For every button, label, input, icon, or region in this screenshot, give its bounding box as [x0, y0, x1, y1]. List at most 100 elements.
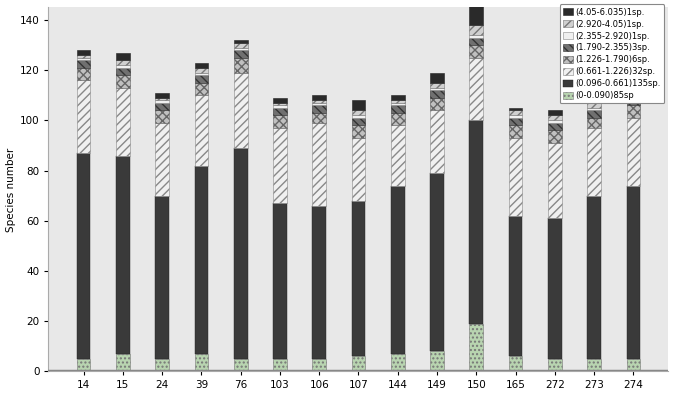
- Bar: [116, 60, 129, 65]
- Bar: [155, 98, 169, 100]
- Bar: [391, 186, 404, 354]
- Bar: [77, 80, 90, 153]
- Bar: [509, 118, 522, 126]
- Bar: [234, 58, 247, 73]
- Bar: [234, 73, 247, 148]
- Bar: [430, 351, 444, 371]
- Bar: [77, 60, 90, 68]
- Bar: [391, 95, 404, 100]
- Bar: [155, 123, 169, 196]
- Bar: [587, 108, 601, 110]
- Bar: [77, 58, 90, 60]
- Bar: [312, 206, 326, 359]
- Bar: [587, 110, 601, 118]
- Bar: [430, 83, 444, 88]
- Bar: [587, 128, 601, 196]
- Bar: [195, 354, 208, 371]
- Bar: [391, 113, 404, 126]
- Bar: [352, 100, 365, 110]
- Bar: [155, 100, 169, 103]
- Bar: [116, 75, 129, 88]
- Bar: [77, 50, 90, 55]
- Bar: [234, 48, 247, 50]
- Bar: [509, 108, 522, 110]
- Bar: [195, 166, 208, 354]
- Bar: [273, 359, 287, 371]
- Bar: [627, 359, 640, 371]
- Bar: [627, 118, 640, 186]
- Bar: [116, 156, 129, 354]
- Bar: [469, 45, 483, 58]
- Bar: [391, 126, 404, 186]
- Bar: [469, 0, 483, 25]
- Bar: [155, 196, 169, 359]
- Bar: [195, 83, 208, 95]
- Y-axis label: Species number: Species number: [5, 147, 16, 232]
- Bar: [312, 123, 326, 206]
- Bar: [116, 88, 129, 156]
- Bar: [509, 138, 522, 216]
- Bar: [548, 130, 561, 143]
- Bar: [627, 186, 640, 359]
- Bar: [469, 25, 483, 35]
- Bar: [312, 359, 326, 371]
- Bar: [587, 359, 601, 371]
- Bar: [273, 108, 287, 115]
- Bar: [548, 115, 561, 120]
- Bar: [312, 103, 326, 105]
- Bar: [273, 103, 287, 105]
- Bar: [312, 105, 326, 113]
- Bar: [548, 110, 561, 115]
- Bar: [155, 110, 169, 123]
- Bar: [234, 50, 247, 58]
- Bar: [234, 359, 247, 371]
- Bar: [587, 196, 601, 359]
- Bar: [155, 359, 169, 371]
- Bar: [391, 105, 404, 113]
- Bar: [430, 173, 444, 351]
- Bar: [195, 75, 208, 83]
- Bar: [548, 359, 561, 371]
- Bar: [391, 103, 404, 105]
- Bar: [77, 359, 90, 371]
- Bar: [155, 103, 169, 110]
- Bar: [195, 63, 208, 68]
- Bar: [312, 100, 326, 103]
- Bar: [77, 68, 90, 80]
- Bar: [116, 53, 129, 60]
- Bar: [116, 65, 129, 68]
- Bar: [195, 68, 208, 73]
- Bar: [352, 115, 365, 118]
- Bar: [352, 110, 365, 115]
- Bar: [430, 110, 444, 173]
- Bar: [234, 43, 247, 48]
- Bar: [234, 40, 247, 43]
- Bar: [352, 356, 365, 371]
- Bar: [509, 110, 522, 115]
- Bar: [548, 143, 561, 218]
- Bar: [312, 95, 326, 100]
- Bar: [273, 203, 287, 359]
- Bar: [627, 85, 640, 93]
- Bar: [509, 356, 522, 371]
- Bar: [469, 120, 483, 324]
- Bar: [509, 126, 522, 138]
- Bar: [509, 115, 522, 118]
- Bar: [391, 354, 404, 371]
- Bar: [391, 100, 404, 103]
- Bar: [627, 95, 640, 98]
- Bar: [469, 38, 483, 45]
- Bar: [195, 95, 208, 166]
- Bar: [116, 68, 129, 75]
- Bar: [548, 123, 561, 130]
- Bar: [352, 126, 365, 138]
- Bar: [627, 105, 640, 118]
- Bar: [352, 118, 365, 126]
- Bar: [627, 98, 640, 105]
- Bar: [509, 216, 522, 356]
- Bar: [430, 73, 444, 83]
- Legend: (4.05-6.035)1sp., (2.920-4.05)1sp., (2.355-2.920)1sp., (1.790-2.355)3sp., (1.226: (4.05-6.035)1sp., (2.920-4.05)1sp., (2.3…: [559, 4, 665, 103]
- Bar: [77, 55, 90, 58]
- Bar: [469, 35, 483, 38]
- Bar: [469, 58, 483, 120]
